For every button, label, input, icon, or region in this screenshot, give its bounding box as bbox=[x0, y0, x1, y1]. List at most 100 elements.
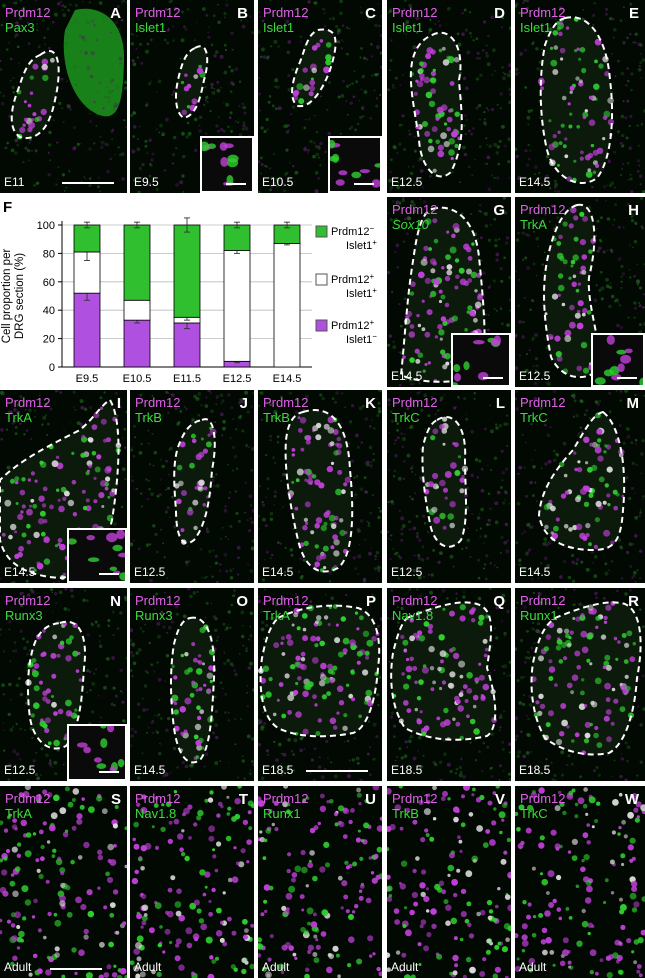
marker-label-green: TrkB bbox=[392, 806, 419, 821]
marker-label-magenta: Prdm12 bbox=[263, 593, 309, 608]
marker-label-magenta: Prdm12 bbox=[392, 395, 438, 410]
drg-outline bbox=[0, 398, 120, 580]
panel-I: Prdm12 TrkA I E14.5 bbox=[0, 390, 127, 583]
y-axis-label: Cell proportion perDRG section (%) bbox=[1, 249, 26, 344]
micrograph-image bbox=[0, 786, 127, 978]
micrograph-image bbox=[130, 588, 254, 781]
legend-label: Islet1+ bbox=[346, 238, 377, 252]
marker-label-green: Islet1 bbox=[263, 20, 295, 35]
marker-label-magenta: Prdm12 bbox=[392, 593, 438, 608]
panel-S: Prdm12 TrkA S Adult bbox=[0, 786, 127, 978]
inset-scale-bar bbox=[99, 573, 119, 575]
legend-swatch bbox=[315, 225, 328, 238]
marker-label-green: TrkC bbox=[520, 806, 548, 821]
panel-letter: J bbox=[239, 395, 248, 412]
stage-label: Adult bbox=[134, 960, 162, 974]
legend-label: Islet1+ bbox=[346, 286, 377, 300]
legend-swatch bbox=[315, 273, 328, 286]
drg-outline bbox=[399, 206, 486, 383]
scale-bar bbox=[306, 770, 368, 772]
marker-label-green: Nav1.8 bbox=[135, 806, 177, 821]
marker-label-green: Pax3 bbox=[5, 20, 35, 35]
marker-label-magenta: Prdm12 bbox=[392, 202, 438, 217]
stage-label: E12.5 bbox=[391, 565, 423, 579]
marker-label-green: TrkC bbox=[392, 410, 420, 425]
panel-letter: K bbox=[365, 395, 376, 412]
marker-label-magenta: Prdm12 bbox=[5, 5, 51, 20]
drg-outline bbox=[170, 616, 216, 764]
micrograph-image bbox=[515, 0, 645, 193]
marker-label-magenta: Prdm12 bbox=[520, 5, 566, 20]
stage-label: E14.5 bbox=[262, 565, 294, 579]
panel-letter: B bbox=[237, 5, 248, 22]
micrograph-image bbox=[387, 588, 511, 781]
legend-label: Prdm12− bbox=[331, 224, 375, 238]
drg-outline bbox=[530, 601, 642, 756]
y-tick-label: 40 bbox=[43, 305, 55, 317]
bar-segment bbox=[123, 299, 151, 321]
stage-label: Adult bbox=[262, 960, 290, 974]
stage-label: E11 bbox=[4, 175, 25, 189]
stage-label: E12.5 bbox=[519, 369, 551, 383]
marker-label-magenta: Prdm12 bbox=[263, 395, 309, 410]
marker-label-magenta: Prdm12 bbox=[520, 791, 566, 806]
panel-V: Prdm12 TrkB V Adult bbox=[387, 786, 511, 978]
inset-scale-bar bbox=[617, 377, 637, 379]
panel-letter: C bbox=[365, 5, 376, 22]
marker-label-magenta: Prdm12 bbox=[135, 593, 181, 608]
panel-letter: E bbox=[628, 5, 639, 22]
stage-label: Adult bbox=[391, 960, 419, 974]
drg-outline bbox=[10, 50, 60, 140]
bar-segment bbox=[173, 322, 201, 368]
panel-letter: M bbox=[626, 395, 640, 412]
stage-label: E12.5 bbox=[391, 175, 423, 189]
marker-label-magenta: Prdm12 bbox=[135, 5, 181, 20]
panel-H: Prdm12 TrkA H E12.5 bbox=[515, 197, 645, 387]
marker-label-green: Sox10 bbox=[392, 217, 429, 232]
micrograph-image bbox=[515, 786, 645, 978]
micrograph-image bbox=[387, 390, 511, 583]
micrograph-image bbox=[387, 786, 511, 978]
marker-label-green: Islet1 bbox=[392, 20, 424, 35]
marker-label-green: Runx1 bbox=[520, 608, 558, 623]
drg-outline bbox=[390, 601, 497, 741]
panel-R: Prdm12 Runx1 R E18.5 bbox=[515, 588, 645, 781]
inset-scale-bar bbox=[99, 771, 119, 773]
panel-G: Prdm12 Sox10 G E14.5 bbox=[387, 197, 511, 387]
scale-bar bbox=[62, 182, 114, 184]
stage-label: E9.5 bbox=[134, 175, 159, 189]
panel-letter: I bbox=[116, 395, 121, 412]
stage-label: E14.5 bbox=[519, 175, 551, 189]
panel-letter: G bbox=[493, 202, 505, 219]
inset-zoom bbox=[200, 136, 254, 193]
marker-label-magenta: Prdm12 bbox=[5, 791, 51, 806]
inset-zoom bbox=[591, 333, 645, 387]
inset-zoom bbox=[67, 724, 127, 781]
stacked-bar-chart: 0 20 40 60 80 100 Cell proportion perDRG secti… bbox=[1, 217, 377, 385]
x-tick-label: E10.5 bbox=[123, 373, 152, 385]
x-tick-label: E9.5 bbox=[76, 373, 99, 385]
panel-U: Prdm12 Runx1 U Adult bbox=[258, 786, 382, 978]
y-tick-label: 60 bbox=[43, 277, 55, 289]
marker-label-green: TrkA bbox=[5, 410, 32, 425]
inset-scale-bar bbox=[226, 183, 246, 185]
x-tick-label: E14.5 bbox=[273, 373, 302, 385]
x-tick-label: E12.5 bbox=[223, 373, 252, 385]
stage-label: E12.5 bbox=[4, 763, 36, 777]
stage-label: Adult bbox=[4, 960, 32, 974]
drg-outline bbox=[537, 410, 626, 552]
marker-label-magenta: Prdm12 bbox=[392, 5, 438, 20]
drg-outline bbox=[409, 31, 463, 178]
legend-label: Prdm12+ bbox=[331, 272, 375, 286]
panel-Q: Prdm12 Nav1.8 Q E18.5 bbox=[387, 588, 511, 781]
panel-N: Prdm12 Runx3 N E12.5 bbox=[0, 588, 127, 781]
panel-letter: Q bbox=[493, 593, 505, 610]
panel-B: Prdm12 Islet1 B E9.5 bbox=[130, 0, 254, 193]
panel-letter: P bbox=[365, 593, 376, 610]
drg-outline bbox=[421, 416, 467, 548]
panel-letter: V bbox=[494, 791, 505, 808]
micrograph-image bbox=[515, 588, 645, 781]
stage-label: Adult bbox=[519, 960, 547, 974]
stage-label: E14.5 bbox=[519, 565, 551, 579]
marker-label-green: TrkB bbox=[135, 410, 162, 425]
